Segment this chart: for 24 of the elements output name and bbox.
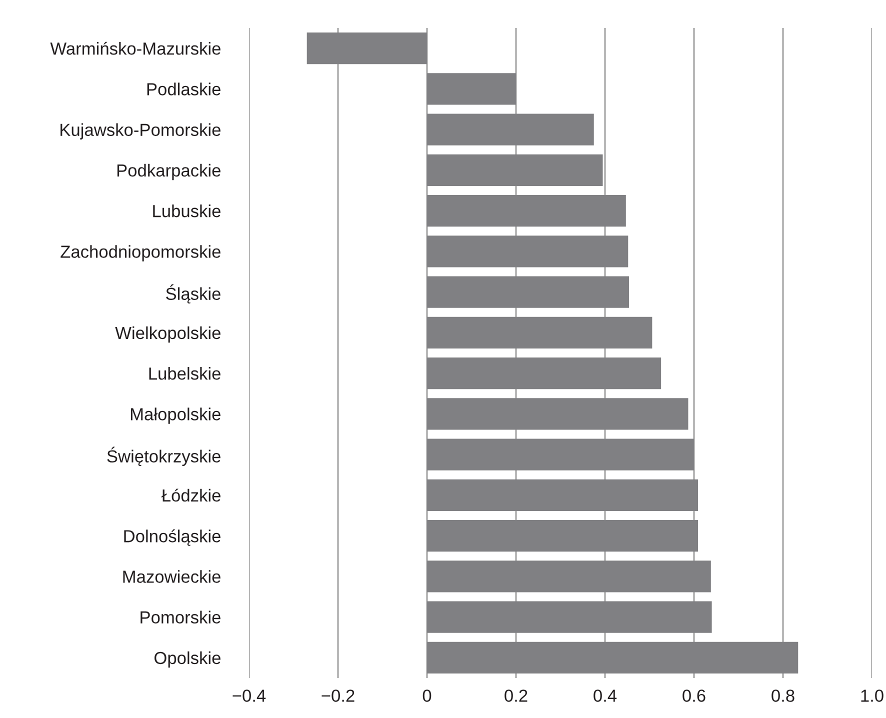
- y-tick-label: Śląskie: [166, 284, 220, 304]
- x-tick-label: −0.2: [322, 690, 354, 702]
- y-tick-label: Mazowieckie: [123, 570, 220, 583]
- x-tick-label: 0.8: [772, 690, 794, 702]
- y-tick-label: Zachodniopomorskie: [60, 245, 220, 262]
- y-tick-label: Warmińsko-Mazurskie: [50, 42, 220, 55]
- y-tick-label: Opolskie: [154, 651, 220, 668]
- x-tick-label: 1.0: [861, 690, 884, 702]
- x-tick-label: 0.4: [594, 690, 617, 702]
- y-tick-label: Lubuskie: [153, 204, 220, 218]
- y-tick-label: Wielkopolskie: [115, 326, 220, 343]
- y-tick-label: Łódzkie: [162, 488, 220, 502]
- y-tick-label: Świętokrzyskie: [107, 446, 220, 466]
- x-tick-label: 0.6: [682, 690, 706, 702]
- y-tick-label: Podlaskie: [147, 82, 220, 96]
- y-tick-label: Podkarpackie: [117, 164, 220, 180]
- x-tick-label: 0.2: [504, 690, 528, 702]
- y-tick-label: Pomorskie: [140, 610, 220, 624]
- y-tick-label: Lubelskie: [149, 367, 220, 380]
- y-tick-label: Małopolskie: [130, 408, 220, 424]
- x-tick-label: −0.4: [232, 690, 266, 702]
- x-tick-label: 0: [422, 690, 432, 702]
- y-tick-label: Dolnośląskie: [124, 529, 220, 546]
- y-tick-label: Kujawsko-Pomorskie: [60, 123, 220, 140]
